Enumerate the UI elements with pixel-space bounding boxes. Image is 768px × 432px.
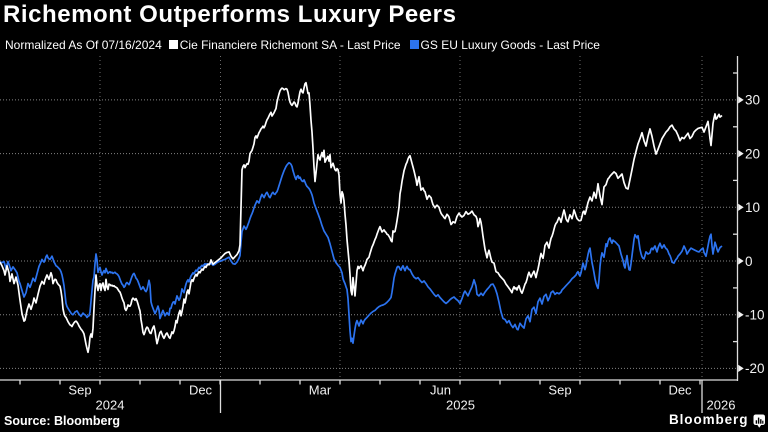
svg-text:30: 30 <box>745 93 760 108</box>
svg-text:2024: 2024 <box>96 398 125 413</box>
svg-text:Mar: Mar <box>309 383 332 398</box>
svg-text:2025: 2025 <box>446 398 475 413</box>
svg-text:Sep: Sep <box>548 383 571 398</box>
svg-text:Dec: Dec <box>189 383 213 398</box>
svg-text:0: 0 <box>745 254 753 269</box>
svg-text:2026: 2026 <box>707 398 736 413</box>
svg-text:Dec: Dec <box>668 383 692 398</box>
svg-text:20: 20 <box>745 146 760 161</box>
svg-text:Jun: Jun <box>430 383 451 398</box>
svg-text:Sep: Sep <box>68 383 91 398</box>
svg-text:-20: -20 <box>745 361 765 376</box>
svg-text:10: 10 <box>745 200 760 215</box>
svg-text:-10: -10 <box>745 308 765 323</box>
